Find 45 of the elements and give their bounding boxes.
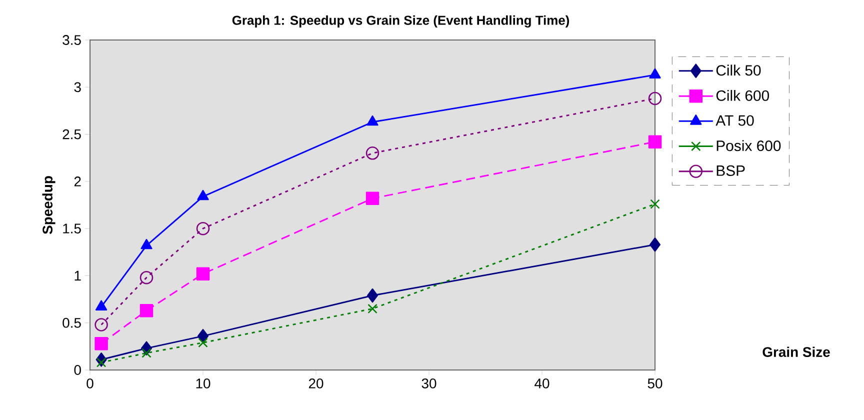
y-tick-label: 2 [74, 176, 81, 186]
point [649, 68, 661, 79]
y-axis-title: Speedup [42, 176, 56, 234]
y-tick-label: 3.5 [62, 35, 81, 45]
point [140, 270, 154, 284]
point [368, 304, 378, 314]
x-tick-label: 20 [308, 378, 324, 388]
point [198, 338, 208, 348]
point [140, 238, 152, 250]
point [650, 199, 660, 209]
point [198, 328, 209, 344]
point [96, 358, 106, 368]
text: Grain Size [762, 346, 830, 357]
chart-title: Graph 1: Speedup vs Grain Size (Event Handling Time) [232, 15, 570, 28]
y-tick-label: 2.5 [62, 129, 81, 140]
y-tick-label: 1.5 [63, 224, 81, 234]
point [648, 135, 662, 148]
point [648, 92, 662, 106]
point [366, 115, 378, 126]
point [366, 146, 380, 160]
point [142, 348, 152, 358]
point [94, 318, 108, 332]
y-tick-label: 0 [74, 365, 81, 375]
point [94, 336, 108, 350]
legend-label: Posix 600 [716, 140, 781, 152]
legend-label: AT 50 [716, 115, 754, 126]
x-tick-label: 30 [422, 378, 436, 388]
point [650, 237, 661, 252]
point [140, 304, 154, 318]
y-tick-label: 0.5 [62, 318, 81, 328]
point [197, 190, 209, 200]
y-tick-label: 3 [74, 82, 81, 92]
x-tick-label: 40 [534, 378, 550, 388]
point [196, 222, 210, 236]
legend-label: Cilk 600 [716, 90, 770, 101]
legend-label: BSP [716, 165, 745, 176]
legend-label: Cilk 50 [716, 64, 761, 76]
point [95, 300, 108, 310]
x-tick-label: 50 [648, 378, 662, 388]
point [196, 267, 210, 280]
x-tick-label: 10 [196, 378, 210, 388]
x-tick-label: 0 [86, 378, 94, 388]
point [366, 192, 380, 206]
y-tick-label: 1 [74, 270, 81, 281]
point [367, 288, 378, 303]
